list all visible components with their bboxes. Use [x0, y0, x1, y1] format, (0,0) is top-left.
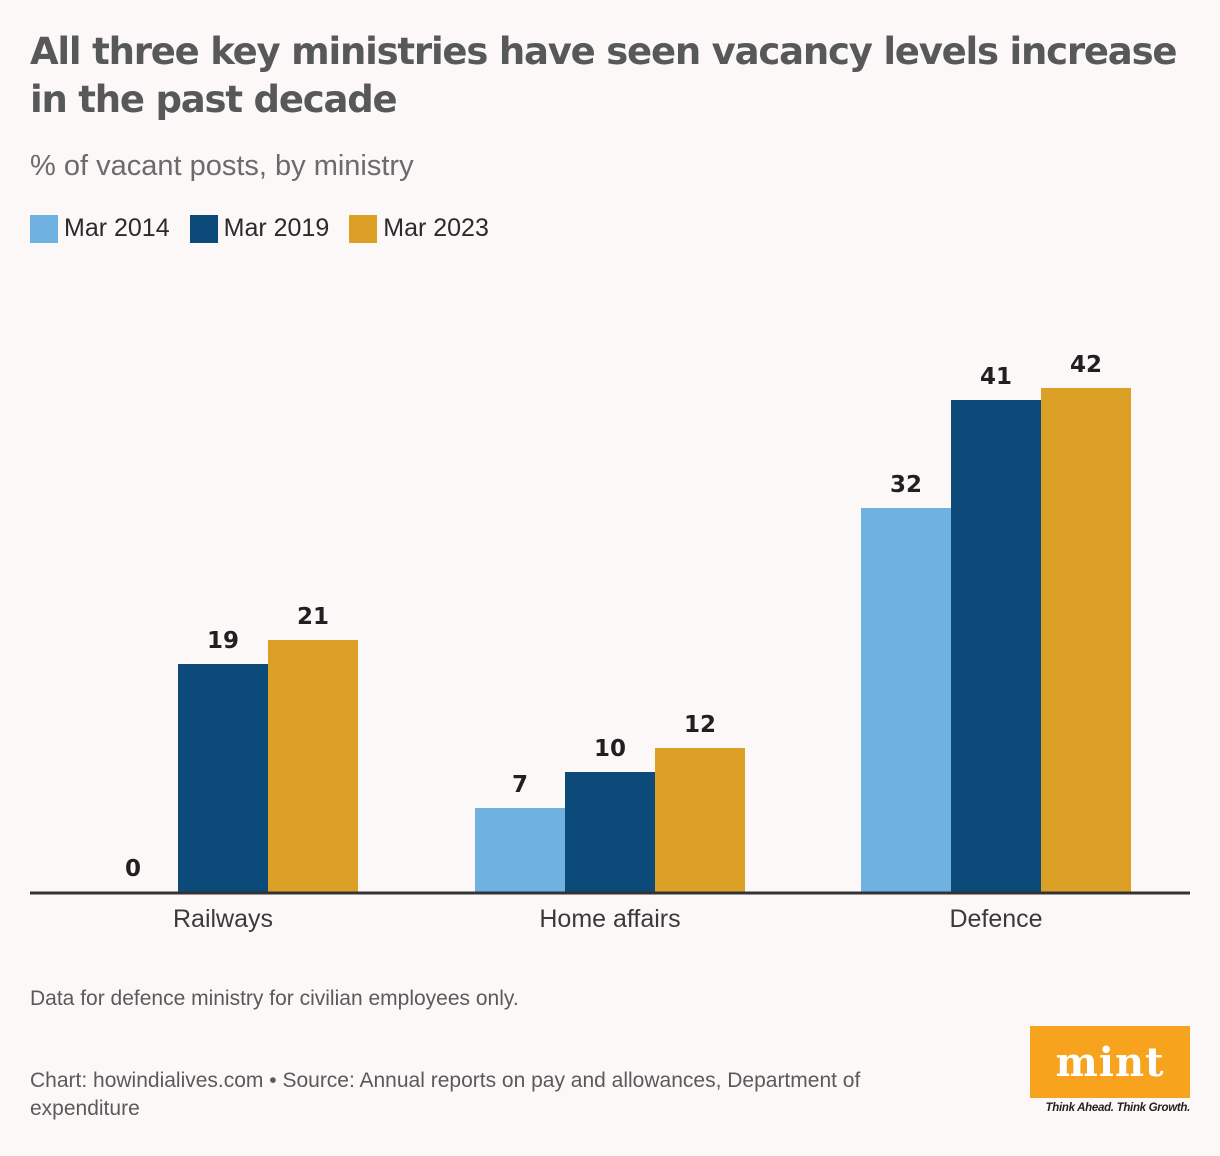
legend-swatch-mar-2014: [30, 214, 58, 243]
x-tick-label-defence: Defence: [949, 905, 1042, 933]
legend-item-mar-2014: Mar 2014: [30, 214, 170, 243]
data-label-railways-mar-2019: 19: [207, 628, 239, 654]
chart-source: Chart: howindialives.com • Source: Annua…: [30, 1069, 861, 1120]
bar-chart: 0 19 21 Railways 7 10 12 Home affairs 32 41 42 Defe…: [30, 352, 1190, 933]
bar-group-defence: 32 41 42: [861, 352, 1131, 892]
data-label-home-affairs-mar-2023: 12: [684, 712, 716, 738]
legend-swatch-mar-2019: [189, 214, 218, 243]
bar-home-affairs-mar-2019: [565, 772, 655, 892]
bar-home-affairs-mar-2023: [655, 748, 745, 892]
x-tick-label-home-affairs: Home affairs: [539, 905, 680, 933]
mint-logo-text: mint: [1055, 1038, 1165, 1086]
bar-defence-mar-2023: [1041, 388, 1131, 892]
bar-defence-mar-2014: [861, 508, 951, 892]
legend: Mar 2014 Mar 2019 Mar 2023: [30, 214, 509, 243]
data-label-railways-mar-2023: 21: [297, 604, 329, 630]
bar-railways-mar-2023: [268, 640, 358, 892]
legend-item-mar-2019: Mar 2019: [189, 214, 330, 243]
bar-group-railways: 0 19 21: [125, 604, 358, 892]
chart-note: Data for defence ministry for civilian e…: [30, 987, 519, 1010]
data-label-defence-mar-2014: 32: [890, 472, 922, 498]
legend-label-mar-2019: Mar 2019: [223, 214, 330, 242]
data-label-home-affairs-mar-2014: 7: [512, 772, 528, 798]
legend-swatch-mar-2023: [349, 214, 378, 243]
data-label-defence-mar-2023: 42: [1070, 352, 1102, 378]
legend-label-mar-2014: Mar 2014: [64, 214, 170, 242]
x-tick-label-railways: Railways: [173, 905, 273, 933]
bar-defence-mar-2019: [951, 400, 1041, 892]
data-label-home-affairs-mar-2019: 10: [594, 736, 626, 762]
legend-label-mar-2023: Mar 2023: [383, 214, 489, 242]
bar-home-affairs-mar-2014: [475, 808, 565, 892]
data-label-defence-mar-2019: 41: [980, 364, 1012, 390]
mint-tagline: Think Ahead. Think Growth.: [1045, 1102, 1191, 1114]
chart-title: All three key ministries have seen vacan…: [30, 30, 1177, 121]
legend-item-mar-2023: Mar 2023: [349, 214, 489, 243]
chart-subtitle: % of vacant posts, by ministry: [30, 150, 414, 182]
mint-logo: mint: [1030, 1026, 1190, 1098]
data-label-railways-mar-2014: 0: [125, 856, 141, 882]
bar-railways-mar-2019: [178, 664, 268, 892]
bar-group-home-affairs: 7 10 12: [475, 712, 745, 892]
